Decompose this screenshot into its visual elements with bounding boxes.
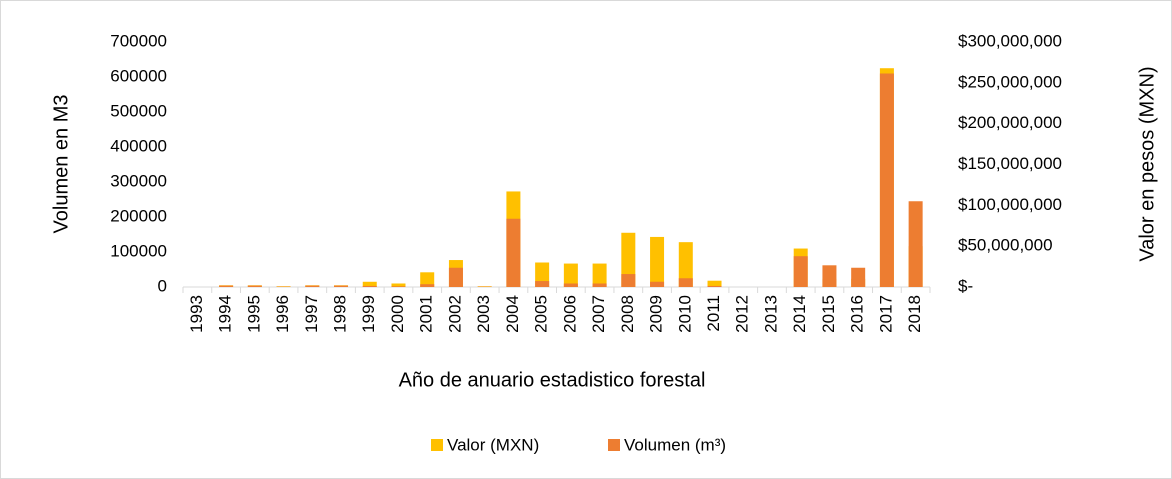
y2-tick-label: $- xyxy=(958,276,973,295)
x-axis-label: Año de anuario estadistico forestal xyxy=(399,369,706,391)
y2-tick-label: $100,000,000 xyxy=(958,195,1062,214)
x-tick-label: 1993 xyxy=(187,295,206,333)
bar xyxy=(506,218,521,287)
bar xyxy=(420,284,435,287)
bar xyxy=(592,283,607,287)
x-tick-label: 2018 xyxy=(905,295,924,333)
y2-tick-label: $200,000,000 xyxy=(958,113,1062,132)
x-tick-label: 1995 xyxy=(244,295,263,333)
y-tick-label: 400000 xyxy=(110,136,167,155)
legend-swatch xyxy=(608,439,620,451)
y-tick-label: 100000 xyxy=(110,241,167,260)
y2-axis-label: Valor en pesos (MXN) xyxy=(1136,66,1158,261)
x-tick-label: 1999 xyxy=(359,295,378,333)
y-tick-label: 500000 xyxy=(110,101,167,120)
x-tick-label: 2015 xyxy=(819,295,838,333)
x-tick-label: 2008 xyxy=(618,295,637,333)
bar xyxy=(535,262,550,287)
x-tick-label: 1994 xyxy=(216,295,235,333)
bar xyxy=(621,232,636,287)
x-tick-label: 2009 xyxy=(647,295,666,333)
bar xyxy=(592,263,607,287)
bar xyxy=(678,242,693,287)
x-tick-label: 1996 xyxy=(273,295,292,333)
y2-tick-label: $150,000,000 xyxy=(958,154,1062,173)
x-tick-label: 2010 xyxy=(675,295,694,333)
x-tick-label: 2005 xyxy=(532,295,551,333)
bar xyxy=(678,278,693,287)
bar xyxy=(276,286,291,287)
legend-swatch xyxy=(431,439,443,451)
bar xyxy=(879,73,894,287)
x-tick-label: 1998 xyxy=(331,295,350,333)
bar xyxy=(247,285,262,287)
bar xyxy=(563,283,578,287)
legend-label: Valor (MXN) xyxy=(447,435,539,454)
x-tick-label: 2000 xyxy=(388,295,407,333)
bar xyxy=(362,281,377,287)
bar xyxy=(822,265,837,287)
bar xyxy=(219,285,234,287)
x-tick-label: 2011 xyxy=(704,295,723,332)
bar xyxy=(420,272,435,287)
bar xyxy=(908,201,923,287)
x-tick-label: 2012 xyxy=(733,295,752,333)
bar xyxy=(650,236,665,287)
x-tick-label: 2016 xyxy=(848,295,867,333)
y-tick-label: 600000 xyxy=(110,66,167,85)
bar xyxy=(851,267,866,287)
bar xyxy=(650,281,665,287)
bar xyxy=(391,283,406,287)
x-tick-label: 1997 xyxy=(302,295,321,333)
x-tick-label: 2014 xyxy=(790,295,809,333)
x-tick-label: 2002 xyxy=(445,295,464,333)
y-tick-label: 700000 xyxy=(110,31,167,50)
bar xyxy=(448,267,463,287)
bar xyxy=(305,285,320,287)
bar xyxy=(563,263,578,287)
x-tick-label: 2001 xyxy=(417,295,436,333)
bar xyxy=(793,256,808,287)
x-tick-label: 2017 xyxy=(876,295,895,333)
y2-tick-label: $300,000,000 xyxy=(958,31,1062,50)
bar xyxy=(362,285,377,287)
bar xyxy=(391,286,406,287)
x-tick-label: 2013 xyxy=(761,295,780,333)
y-axis-label: Volumen en M3 xyxy=(50,95,72,234)
y-tick-label: 0 xyxy=(158,276,167,295)
y2-tick-label: $250,000,000 xyxy=(958,72,1062,91)
bar xyxy=(334,285,349,287)
y-tick-label: 200000 xyxy=(110,206,167,225)
bar xyxy=(535,281,550,287)
bar xyxy=(621,274,636,287)
legend-label: Volumen (m³) xyxy=(624,435,726,454)
bar xyxy=(707,285,722,287)
bar xyxy=(477,286,492,287)
x-tick-label: 2004 xyxy=(503,295,522,333)
x-tick-label: 2003 xyxy=(474,295,493,333)
y2-tick-label: $50,000,000 xyxy=(958,236,1053,255)
x-tick-label: 2006 xyxy=(560,295,579,333)
y-tick-label: 300000 xyxy=(110,171,167,190)
bar xyxy=(707,280,722,287)
x-tick-label: 2007 xyxy=(589,295,608,333)
